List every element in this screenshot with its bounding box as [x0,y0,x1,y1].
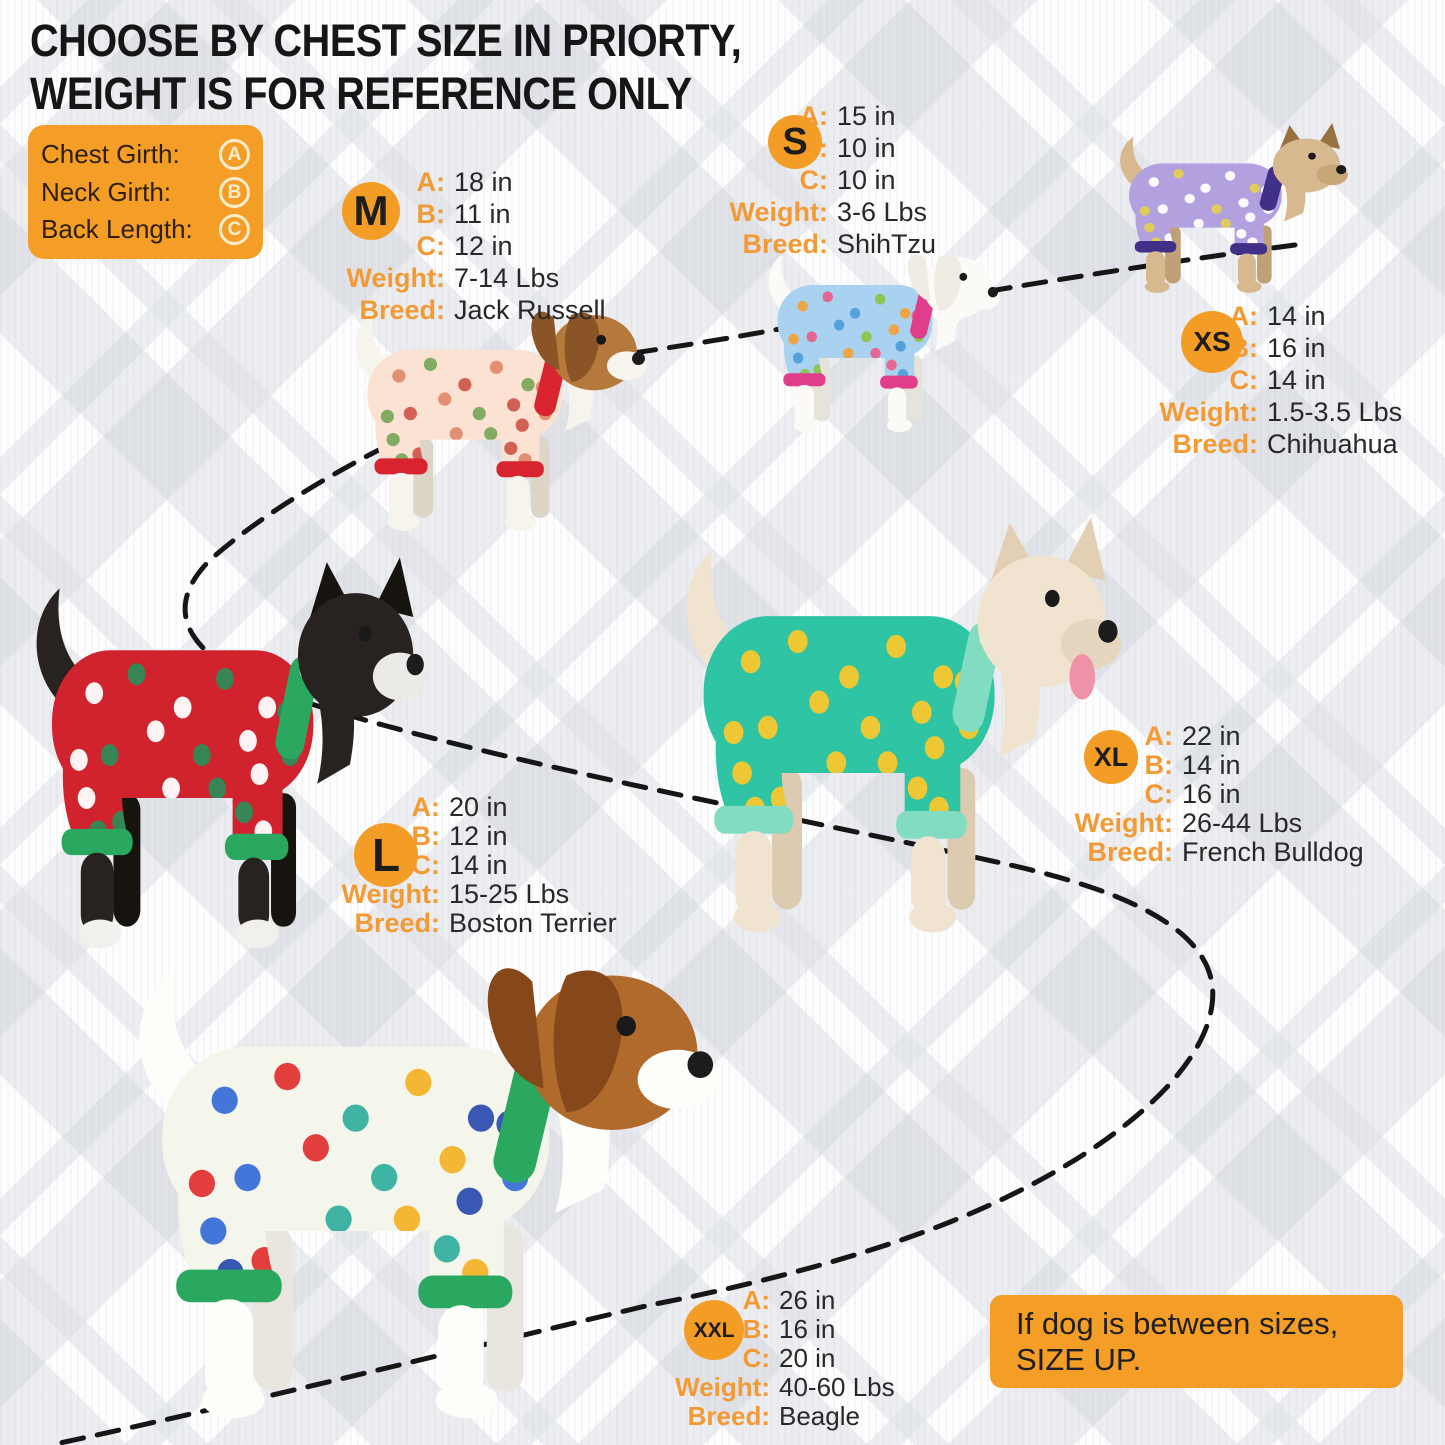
size-info-l: L A: 20 in B: 12 in C: 14 in Weight: 15-25 L… [322,793,617,938]
neck-row: B: 11 in [416,199,511,229]
chest-row: A: 22 in [1144,721,1241,751]
back-row: C: 12 in [416,231,513,261]
size-badge-xs: XS [1181,311,1243,373]
neck-row: B: 16 in [1229,333,1326,363]
weight-row: Weight: 7-14 Lbs [346,263,560,293]
breed-row: Breed: ShihTzu [742,229,937,259]
circled-b-icon: B [219,176,250,208]
note-line-2: SIZE UP. [1016,1342,1142,1377]
back-row: C: 20 in [742,1343,836,1373]
breed-row: Breed: Boston Terrier [354,908,617,938]
legend-label: Back Length: [41,213,193,244]
chest-row: A: 18 in [416,167,513,197]
back-row: C: 14 in [1229,365,1326,395]
size-badge-s: S [768,115,822,169]
size-info-m: M A: 18 in B: 11 in C: 12 in Weight: 7-14 Lb… [327,166,606,326]
title-line-1: CHOOSE BY CHEST SIZE IN PRIORTY, [30,15,742,66]
neck-row: B: 16 in [742,1314,836,1344]
weight-row: Weight: 15-25 Lbs [341,879,570,909]
breed-row: Breed: Beagle [687,1401,860,1431]
neck-row: B: 12 in [411,821,508,851]
legend-label: Neck Girth: [41,176,172,207]
measurement-legend: Chest Girth: A Neck Girth: B Back Length… [28,125,263,259]
size-badge-xl: XL [1084,730,1138,784]
back-row: C: 10 in [799,165,896,195]
page-title: CHOOSE BY CHEST SIZE IN PRIORTY, WEIGHT … [30,14,742,120]
circled-a-icon: A [219,139,250,171]
size-badge-xxl: XXL [684,1300,744,1360]
breed-row: Breed: Chihuahua [1172,429,1398,459]
legend-label: Chest Girth: [41,139,180,170]
title-line-2: WEIGHT IS FOR REFERENCE ONLY [30,68,692,120]
size-badge-m: M [342,182,400,240]
weight-row: Weight: 26-44 Lbs [1074,808,1303,838]
circled-c-icon: C [219,213,250,245]
weight-row: Weight: 40-60 Lbs [675,1372,895,1402]
dog-photo-m-jack-russell [330,292,660,538]
breed-row: Breed: French Bulldog [1087,837,1364,867]
note-line-1: If dog is between sizes, [1016,1306,1339,1341]
legend-row-chest: Chest Girth: A [41,139,250,171]
chest-row: A: 20 in [411,792,508,822]
chest-row: A: 15 in [799,101,896,131]
chest-row: A: 26 in [742,1285,836,1315]
breed-row: Breed: Jack Russell [359,295,606,325]
dog-photo-s-shihtzu [748,238,1010,438]
dog-photo-xl-french-bulldog [648,515,1140,945]
weight-row: Weight: 3-6 Lbs [729,197,928,227]
legend-row-back: Back Length: C [41,213,250,245]
size-badge-l: L [354,823,418,887]
dog-photo-xs-chihuahua [1100,122,1358,298]
size-info-xl: XL A: 22 in B: 14 in C: 16 in Weight: 26-44 … [1055,722,1364,867]
size-info-xs: XS A: 14 in B: 16 in C: 14 in Weight: 1.5-3.… [1140,300,1403,460]
legend-row-neck: Neck Girth: B [41,176,250,208]
neck-row: B:10 in [800,133,896,163]
chest-row: A: 14 in [1229,301,1326,331]
dog-photo-xxl-beagle [88,928,743,1433]
size-info-s: S A:15 in B:10 in C:10 in Weight:3-6 Lbs… [710,100,937,260]
weight-row: Weight: 1.5-3.5 Lbs [1159,397,1403,427]
neck-row: B: 14 in [1144,750,1241,780]
dog-photo-l-boston-terrier [2,555,444,960]
size-info-xxl: XXL A: 26 in B: 16 in C: 20 in Weight: 40-60… [652,1286,895,1431]
size-up-note: If dog is between sizes, SIZE UP. [990,1295,1403,1388]
back-row: C: 16 in [1144,779,1241,809]
